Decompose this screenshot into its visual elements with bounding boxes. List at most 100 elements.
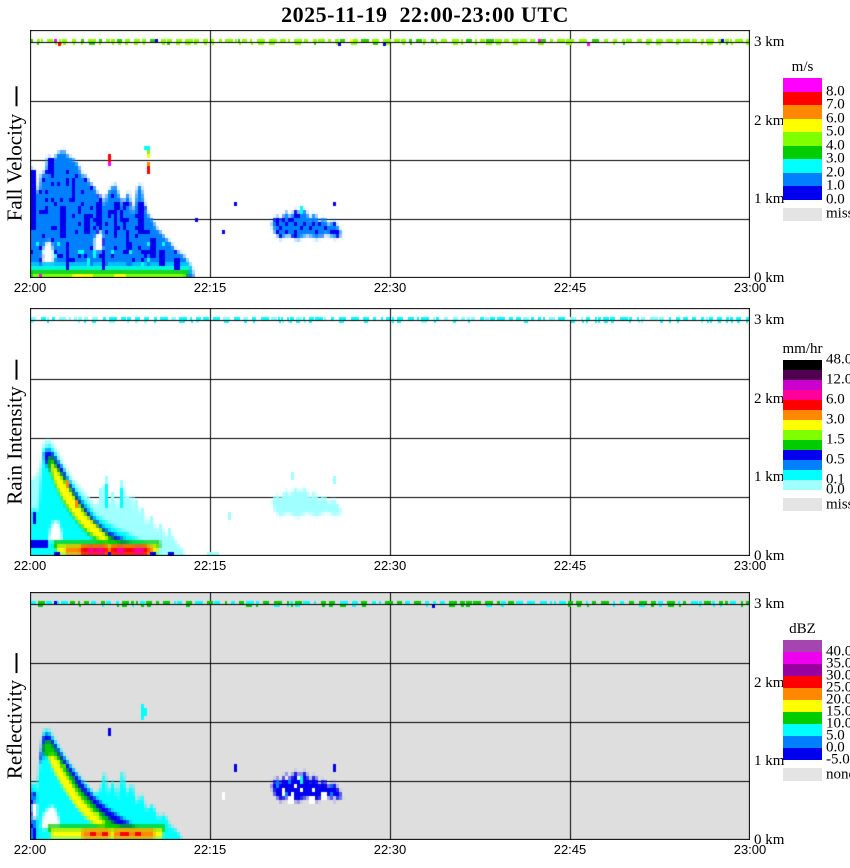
colorbar-tick-label: 4.0 [826, 137, 845, 153]
colorbar-tick-label: 1.0 [826, 177, 845, 194]
colorbar-cell [783, 736, 822, 748]
colorbar-tick-label: 12.0 [826, 371, 850, 388]
colorbar-cell [783, 652, 822, 664]
colorbar-tick-label: 5.0 [826, 123, 845, 140]
colorbar-tick-label: 8.0 [826, 83, 845, 99]
y-km-label: 1 km [754, 753, 785, 770]
colorbar-missing-cell [783, 207, 822, 221]
x-tick-label: 22:15 [193, 558, 227, 573]
y-km-label: 2 km [754, 390, 785, 407]
colorbar-tick-label: 2.0 [826, 164, 845, 180]
colorbar-tick-label: 1.5 [826, 431, 845, 448]
colorbar-cell [783, 360, 822, 370]
x-tick-label: 22:45 [553, 842, 587, 857]
colorbar-missing-label: miss [826, 205, 850, 222]
colorbar-cell [783, 186, 822, 200]
x-tick-label: 22:15 [193, 280, 227, 295]
colorbar-cell [783, 440, 822, 450]
colorbar-tick-label: 15.0 [826, 703, 850, 720]
colorbar-missing-cell [783, 768, 822, 781]
x-tick-label: 23:00 [733, 842, 767, 857]
colorbar-cell [783, 132, 822, 146]
x-tick-label: 22:00 [13, 558, 47, 573]
ylabel-text: Reflectivity [2, 679, 27, 780]
colorbar-tick-label: 20.0 [826, 691, 850, 708]
colorbar-tick-label: 35.0 [826, 655, 850, 672]
axis-tick-mark [15, 652, 18, 673]
colorbar-missing-label: miss [826, 496, 850, 512]
colorbar-missing-label: none [826, 766, 850, 782]
colorbar-tick-label: 0.0 [826, 739, 845, 756]
colorbar-cell [783, 159, 822, 173]
x-tick-label: 22:00 [13, 280, 47, 295]
colorbar-tick-label: 40.0 [826, 643, 850, 660]
x-tick-label: 22:30 [373, 558, 407, 573]
colorbar-cell [783, 450, 822, 460]
heatmap-fall-velocity [30, 30, 750, 278]
colorbar-cell [783, 91, 822, 105]
heatmap-reflectivity [30, 592, 750, 840]
y-km-label: 3 km [754, 34, 785, 50]
colorbar-cell [783, 676, 822, 688]
colorbar-cell [783, 78, 822, 92]
y-km-label: 3 km [754, 312, 785, 328]
colorbar-cell [783, 748, 822, 760]
ylabel-text: Fall Velocity [2, 113, 27, 222]
x-tick-label: 23:00 [733, 280, 767, 295]
x-tick-label: 22:15 [193, 842, 227, 857]
colorbar-tick-label: 48.0 [826, 351, 850, 368]
heatmap-rain-intensity [30, 308, 750, 556]
colorbar-missing-cell [783, 498, 822, 511]
colorbar-cell [783, 460, 822, 470]
x-tick-label: 23:00 [733, 558, 767, 573]
colorbar-cell [783, 118, 822, 132]
x-tick-label: 22:30 [373, 280, 407, 295]
colorbar-tick-label: 3.0 [826, 411, 845, 428]
colorbar-cell [783, 664, 822, 676]
y-km-label: 0 km [754, 548, 785, 564]
colorbar-unit-label: dBZ [789, 621, 816, 637]
colorbar-tick-label: 0.1 [826, 471, 845, 488]
colorbar-cell [783, 172, 822, 186]
y-km-label: 2 km [754, 674, 785, 691]
colorbar-tick-label: 10.0 [826, 715, 850, 732]
colorbar-tick-label: 6.0 [826, 391, 845, 408]
colorbar-cell [783, 420, 822, 430]
ylabel-rain-intensity: Rain Intensity [0, 308, 31, 556]
colorbar-tick-label: 3.0 [826, 150, 845, 167]
chart-title: 2025-11-19 22:00-23:00 UTC [281, 2, 569, 27]
colorbar-cell [783, 410, 822, 420]
colorbar-tick-label: 0.5 [826, 451, 845, 468]
y-km-label: 2 km [754, 112, 785, 129]
y-km-label: 1 km [754, 469, 785, 486]
colorbar-cell [783, 470, 822, 480]
y-km-label: 1 km [754, 191, 785, 208]
x-tick-label: 22:00 [13, 842, 47, 857]
colorbar-cell [783, 400, 822, 410]
colorbar-cell [783, 380, 822, 390]
ylabel-reflectivity: Reflectivity [0, 592, 31, 840]
colorbar-tick-label: 25.0 [826, 679, 850, 696]
y-km-label: 0 km [754, 832, 785, 848]
y-km-label: 0 km [754, 270, 785, 286]
colorbar-unit-label: mm/hr [782, 341, 823, 357]
colorbar-cell [783, 145, 822, 159]
colorbar-unit-label: m/s [791, 59, 814, 75]
x-tick-label: 22:45 [553, 280, 587, 295]
ylabel-fall-velocity: Fall Velocity [0, 30, 31, 278]
colorbar-tick-label: 7.0 [826, 96, 845, 113]
colorbar-cell [783, 724, 822, 736]
y-km-label: 3 km [754, 596, 785, 612]
colorbar-tick-label: -5.0 [826, 751, 850, 768]
colorbar-cell [783, 370, 822, 380]
colorbar-tick-label: 6.0 [826, 110, 845, 126]
colorbar-cell [783, 640, 822, 652]
x-tick-label: 22:45 [553, 558, 587, 573]
axis-tick-mark [15, 86, 18, 107]
colorbar-tick-label: 0.0 [826, 191, 845, 207]
colorbar-tick-label: 5.0 [826, 727, 845, 744]
colorbar-cell [783, 390, 822, 400]
x-tick-label: 22:30 [373, 842, 407, 857]
colorbar-tick-label: 0.0 [826, 481, 845, 498]
